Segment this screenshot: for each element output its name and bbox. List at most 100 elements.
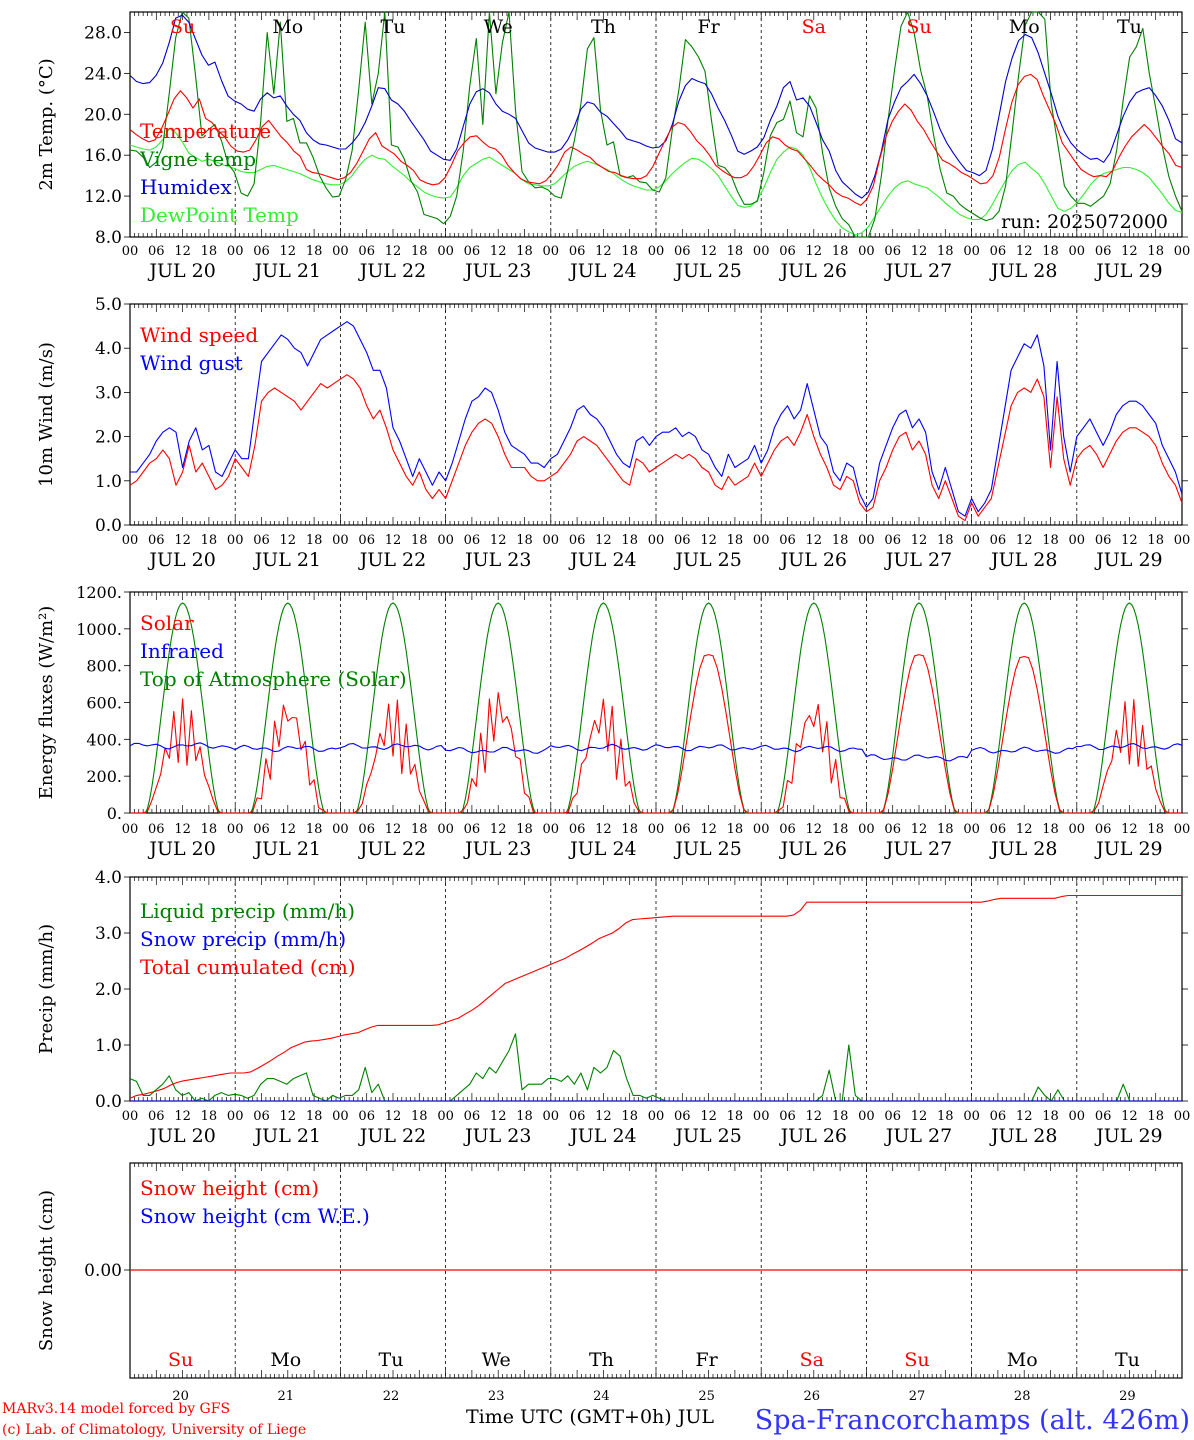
series-line-1 <box>129 11 1183 238</box>
credit-line-2: (c) Lab. of Climatology, University of L… <box>2 1422 306 1438</box>
hour-tick-label: 18 <box>1042 244 1059 259</box>
weekday-label: We <box>484 16 513 38</box>
hour-tick-label: 06 <box>464 533 481 548</box>
series-line-2 <box>129 14 1183 199</box>
hour-tick-label: 18 <box>832 1109 849 1124</box>
hour-tick-label: 06 <box>358 244 375 259</box>
day-number-label: 26 <box>804 1389 821 1404</box>
hour-tick-label: 18 <box>727 244 744 259</box>
hour-tick-label: 06 <box>358 533 375 548</box>
hour-tick-label: 00 <box>227 1109 244 1124</box>
hour-tick-label: 06 <box>884 1109 901 1124</box>
hour-tick-label: 18 <box>201 244 218 259</box>
date-label: JUL 27 <box>884 1125 952 1147</box>
legend-entry: Solar <box>140 611 194 635</box>
hour-tick-label: 12 <box>806 822 823 837</box>
y-tick-label: 800. <box>86 657 122 676</box>
hour-tick-label: 00 <box>858 533 875 548</box>
weekday-label: Mo <box>272 16 303 38</box>
hour-tick-label: 00 <box>648 822 665 837</box>
y-axis-label: Energy fluxes (W/m²) <box>36 606 57 800</box>
date-label: JUL 25 <box>673 838 741 860</box>
day-number-label: 23 <box>488 1389 505 1404</box>
legend-entry: Vigne temp <box>139 147 256 171</box>
hour-tick-label: 12 <box>595 244 612 259</box>
hour-tick-label: 12 <box>595 1109 612 1124</box>
hour-tick-label: 06 <box>1095 244 1112 259</box>
date-label: JUL 24 <box>568 260 636 282</box>
hour-tick-label: 12 <box>911 244 928 259</box>
date-label: JUL 27 <box>884 838 952 860</box>
y-tick-label: 2.0 <box>95 980 122 1000</box>
hour-tick-label: 00 <box>963 1109 980 1124</box>
hour-tick-label: 18 <box>1147 244 1164 259</box>
hour-tick-label: 12 <box>911 1109 928 1124</box>
hour-tick-label: 00 <box>858 244 875 259</box>
hour-tick-label: 06 <box>1095 822 1112 837</box>
hour-tick-label: 00 <box>753 533 770 548</box>
date-label: JUL 27 <box>884 549 952 571</box>
hour-tick-label: 12 <box>1121 822 1138 837</box>
hour-tick-label: 18 <box>306 533 323 548</box>
y-tick-label: 0. <box>107 804 122 823</box>
hour-tick-label: 06 <box>990 822 1007 837</box>
day-number-label: 28 <box>1014 1389 1031 1404</box>
date-label: JUL 28 <box>989 549 1057 571</box>
hour-tick-label: 06 <box>569 822 586 837</box>
hour-tick-label: 18 <box>411 1109 428 1124</box>
hour-tick-label: 12 <box>490 533 507 548</box>
station-title: Spa-Francorchamps (alt. 426m) <box>755 1405 1190 1436</box>
legend-entry: Infrared <box>140 639 224 663</box>
y-tick-label: 5.0 <box>95 295 122 315</box>
hour-tick-label: 06 <box>990 244 1007 259</box>
date-label: JUL 22 <box>358 260 426 282</box>
hour-tick-label: 18 <box>516 533 533 548</box>
legend-entry: Top of Atmosphere (Solar) <box>140 667 407 691</box>
hour-tick-label: 06 <box>779 533 796 548</box>
y-tick-label: 1000. <box>76 620 122 639</box>
y-tick-label: 12.0 <box>84 187 122 207</box>
date-label: JUL 21 <box>253 549 321 571</box>
hour-tick-label: 12 <box>174 244 191 259</box>
hour-tick-label: 00 <box>332 533 349 548</box>
hour-tick-label: 12 <box>1016 1109 1033 1124</box>
infrared-line <box>129 742 1183 762</box>
hour-tick-label: 18 <box>727 1109 744 1124</box>
legend-entry: Temperature <box>140 119 271 143</box>
hour-tick-label: 18 <box>937 822 954 837</box>
weekday-label: Su <box>904 1349 929 1371</box>
day-number-label: 21 <box>278 1389 295 1404</box>
hour-tick-label: 00 <box>963 822 980 837</box>
y-tick-label: 0.00 <box>84 1261 122 1281</box>
hour-tick-label: 06 <box>1095 1109 1112 1124</box>
date-label: JUL 29 <box>1094 838 1162 860</box>
y-tick-label: 2.0 <box>95 428 122 448</box>
hour-tick-label: 18 <box>516 822 533 837</box>
y-tick-label: 3.0 <box>95 924 122 944</box>
date-label: JUL 29 <box>1094 549 1162 571</box>
hour-tick-label: 12 <box>806 1109 823 1124</box>
hour-tick-label: 06 <box>358 1109 375 1124</box>
day-number-label: 25 <box>698 1389 715 1404</box>
y-tick-label: 28.0 <box>84 23 122 43</box>
hour-tick-label: 12 <box>806 244 823 259</box>
hour-tick-label: 00 <box>437 1109 454 1124</box>
hour-tick-label: 12 <box>490 1109 507 1124</box>
hour-tick-label: 06 <box>148 1109 165 1124</box>
y-tick-label: 400. <box>86 730 122 749</box>
weekday-label: Mo <box>1007 1349 1038 1371</box>
hour-tick-label: 00 <box>858 822 875 837</box>
date-label: JUL 28 <box>989 1125 1057 1147</box>
hour-tick-label: 06 <box>990 1109 1007 1124</box>
hour-tick-label: 06 <box>569 1109 586 1124</box>
hour-tick-label: 00 <box>1069 1109 1086 1124</box>
hour-tick-label: 12 <box>385 533 402 548</box>
hour-tick-label: 00 <box>1069 822 1086 837</box>
date-label: JUL 22 <box>358 1125 426 1147</box>
hour-tick-label: 18 <box>306 1109 323 1124</box>
legend-entry: DewPoint Temp <box>140 203 299 227</box>
legend-entry: Total cumulated (cm) <box>140 955 356 979</box>
